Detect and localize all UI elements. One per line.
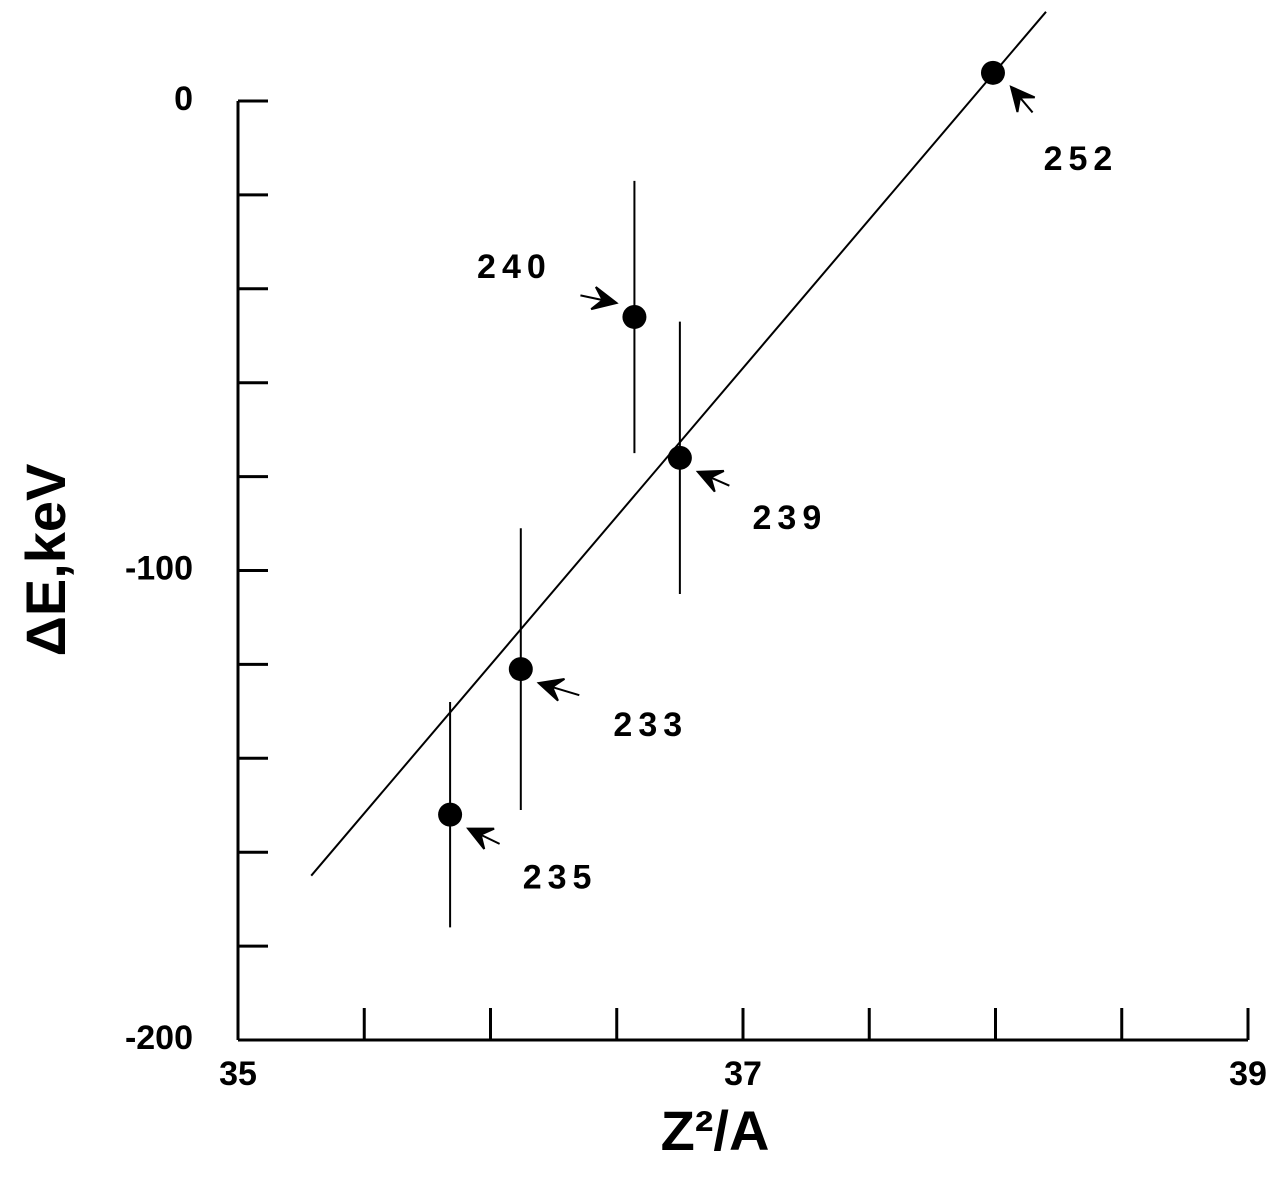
label-arrow <box>695 469 730 493</box>
label-arrow <box>536 677 580 702</box>
y-tick-label: 0 <box>174 80 193 118</box>
point-label: 233 <box>613 706 688 744</box>
label-arrow <box>466 827 501 850</box>
x-tick-label: 39 <box>1229 1055 1267 1093</box>
y-tick-label: -100 <box>125 549 193 587</box>
data-point <box>438 802 463 827</box>
label-arrow <box>1009 85 1036 114</box>
point-label: 252 <box>1044 140 1119 178</box>
point-label: 239 <box>753 499 828 537</box>
point-label: 235 <box>523 859 598 897</box>
x-tick-label: 35 <box>219 1055 257 1093</box>
point-label: 240 <box>477 248 552 286</box>
y-tick-label: -200 <box>125 1019 193 1057</box>
fit-line <box>310 11 1047 877</box>
data-point <box>508 657 533 682</box>
data-point <box>667 445 692 470</box>
label-arrow <box>580 286 619 311</box>
x-tick-label: 37 <box>724 1055 762 1093</box>
x-axis-label: Z²/A <box>661 1099 770 1162</box>
data-point <box>980 60 1005 85</box>
y-axis-label: ΔE,keV <box>14 464 77 657</box>
data-point <box>622 304 647 329</box>
